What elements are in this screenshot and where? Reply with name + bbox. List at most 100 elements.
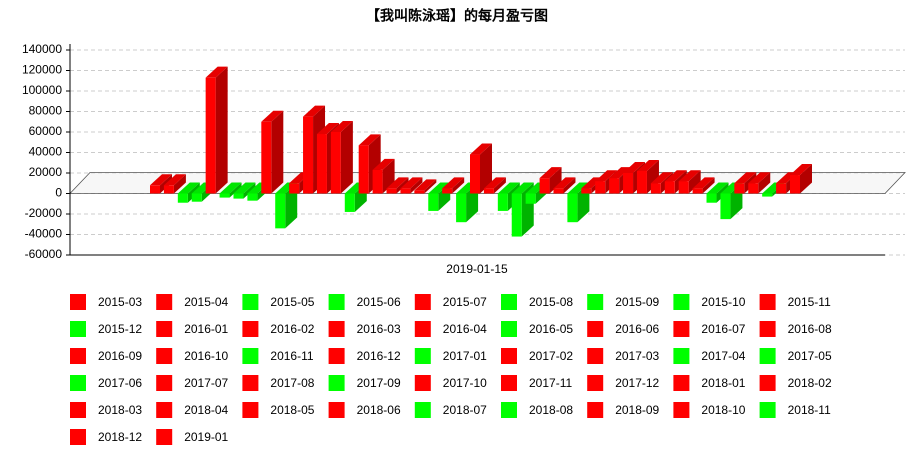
legend-label: 2017-09 (357, 376, 401, 390)
legend-label: 2016-04 (443, 322, 487, 336)
legend-swatch[interactable] (242, 402, 259, 418)
x-tick-label: 2019-01-15 (446, 262, 508, 276)
bar (358, 145, 369, 194)
legend-swatch[interactable] (414, 348, 431, 364)
legend-swatch[interactable] (70, 348, 86, 364)
legend-swatch[interactable] (70, 429, 86, 445)
bar-top (609, 167, 632, 179)
bar-top (511, 182, 534, 194)
bar (567, 193, 578, 223)
legend-swatch[interactable] (673, 375, 690, 391)
legend-swatch[interactable] (414, 321, 431, 337)
bar (790, 175, 800, 194)
bar-top (219, 182, 242, 194)
y-tick-label: 40000 (29, 145, 63, 159)
legend-label: 2015-11 (788, 295, 831, 309)
bar-top (316, 123, 339, 135)
legend-swatch[interactable] (759, 375, 776, 391)
bar-top (706, 182, 729, 194)
legend-swatch[interactable] (759, 348, 776, 364)
legend-swatch[interactable] (70, 321, 86, 337)
bar-side (243, 182, 256, 199)
legend-label: 2018-02 (788, 376, 832, 390)
bar-top (330, 121, 353, 132)
bar-top (497, 182, 520, 194)
legend-swatch[interactable] (414, 375, 431, 391)
bar-top (595, 170, 618, 182)
legend-swatch[interactable] (501, 402, 517, 418)
bar (623, 173, 634, 194)
legend-swatch[interactable] (242, 348, 259, 364)
legend-swatch[interactable] (501, 321, 517, 337)
legend-swatch[interactable] (242, 294, 259, 310)
bar (595, 181, 606, 194)
legend-swatch[interactable] (759, 402, 776, 418)
legend-swatch[interactable] (70, 402, 86, 418)
legend-swatch[interactable] (328, 348, 345, 364)
legend-label: 2016-12 (357, 349, 401, 363)
legend-label: 2015-09 (615, 295, 659, 309)
bar-side (173, 174, 186, 194)
bar-side (549, 167, 562, 194)
legend-swatch[interactable] (156, 429, 173, 445)
y-tick-label: -60000 (25, 247, 63, 261)
legend-swatch[interactable] (328, 294, 345, 310)
legend-swatch[interactable] (587, 321, 604, 337)
bar (233, 193, 244, 199)
legend-swatch[interactable] (414, 402, 431, 418)
legend-swatch[interactable] (759, 294, 776, 310)
y-tick-label: 140000 (22, 42, 62, 56)
bar-top (358, 134, 381, 146)
legend-swatch[interactable] (759, 321, 776, 337)
legend-swatch[interactable] (242, 321, 259, 337)
legend-swatch[interactable] (501, 375, 517, 391)
legend-swatch[interactable] (156, 294, 173, 310)
legend-swatch[interactable] (70, 294, 86, 310)
bar-top (636, 159, 659, 171)
bar (650, 183, 661, 194)
bar (706, 193, 717, 203)
bar (720, 193, 731, 220)
bar-top (664, 170, 687, 182)
bar (553, 188, 564, 194)
legend-swatch[interactable] (328, 375, 345, 391)
bar-side (480, 143, 492, 194)
legend-label: 2017-06 (98, 376, 142, 390)
legend-swatch[interactable] (156, 348, 173, 364)
legend-swatch[interactable] (328, 402, 345, 418)
legend-swatch[interactable] (673, 321, 690, 337)
bar (525, 193, 536, 204)
bar (692, 188, 703, 194)
legend-swatch[interactable] (673, 348, 690, 364)
legend-swatch[interactable] (328, 321, 345, 337)
legend-swatch[interactable] (587, 402, 604, 418)
bar-top (470, 143, 492, 155)
legend-label: 2018-11 (788, 403, 831, 417)
legend-swatch[interactable] (501, 294, 517, 310)
bar (303, 116, 314, 194)
bar-top (428, 182, 451, 194)
legend-swatch[interactable] (242, 375, 259, 391)
bar-side (758, 172, 771, 194)
legend-swatch[interactable] (414, 294, 431, 310)
legend-swatch[interactable] (587, 375, 604, 391)
y-tick-label: -40000 (25, 227, 63, 241)
legend-label: 2017-08 (270, 376, 314, 390)
legend-swatch[interactable] (70, 375, 86, 391)
legend-swatch[interactable] (587, 294, 604, 310)
legend-swatch[interactable] (587, 348, 604, 364)
legend-swatch[interactable] (673, 294, 690, 310)
legend-swatch[interactable] (156, 402, 173, 418)
bar (330, 132, 341, 194)
bar-side (702, 177, 715, 194)
legend-label: 2015-08 (529, 295, 573, 309)
bar-top (539, 167, 562, 179)
legend-swatch[interactable] (156, 375, 173, 391)
legend-swatch[interactable] (673, 402, 690, 418)
legend-swatch[interactable] (501, 348, 517, 364)
bar (247, 193, 258, 201)
bar (316, 134, 327, 194)
bar (219, 193, 230, 198)
legend-swatch[interactable] (156, 321, 173, 337)
bar-side (800, 164, 812, 194)
